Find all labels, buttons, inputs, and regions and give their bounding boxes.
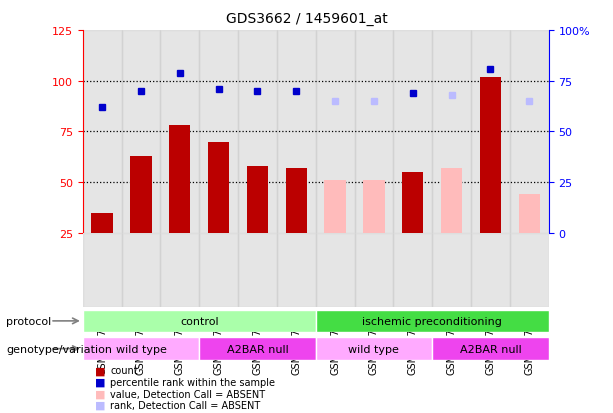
Bar [394, 31, 432, 233]
Bar [432, 233, 471, 308]
Text: wild type: wild type [349, 344, 399, 354]
Text: ■: ■ [95, 377, 105, 387]
Text: ischemic preconditioning: ischemic preconditioning [362, 316, 502, 326]
Bar [354, 31, 394, 233]
Bar [277, 233, 316, 308]
Bar [83, 337, 199, 360]
Bar [480, 78, 501, 233]
Bar [432, 31, 471, 233]
Bar [208, 142, 229, 233]
Bar [394, 233, 432, 308]
Bar [247, 166, 268, 233]
Bar [364, 181, 384, 233]
Bar [432, 337, 549, 360]
Bar [199, 233, 238, 308]
Bar [83, 233, 121, 308]
Bar [161, 233, 199, 308]
Bar [441, 169, 462, 233]
Bar [83, 31, 121, 233]
Text: wild type: wild type [116, 344, 166, 354]
Bar [169, 126, 191, 233]
Text: A2BAR null: A2BAR null [227, 344, 288, 354]
Bar [131, 157, 151, 233]
Bar [121, 233, 161, 308]
Text: ■: ■ [95, 389, 105, 399]
Bar [324, 181, 346, 233]
Text: rank, Detection Call = ABSENT: rank, Detection Call = ABSENT [110, 400, 261, 410]
Bar [316, 31, 354, 233]
Bar [238, 233, 277, 308]
Bar [510, 31, 549, 233]
Bar [510, 233, 549, 308]
Bar [83, 310, 316, 332]
Bar [316, 233, 354, 308]
Bar [199, 337, 316, 360]
Bar [286, 169, 307, 233]
Bar [277, 31, 316, 233]
Text: percentile rank within the sample: percentile rank within the sample [110, 377, 275, 387]
Text: protocol: protocol [6, 316, 51, 326]
Bar [316, 310, 549, 332]
Text: value, Detection Call = ABSENT: value, Detection Call = ABSENT [110, 389, 265, 399]
Bar [402, 173, 424, 233]
Bar [161, 31, 199, 233]
Bar [199, 31, 238, 233]
Bar [121, 31, 161, 233]
Bar [238, 31, 277, 233]
Text: GDS3662 / 1459601_at: GDS3662 / 1459601_at [226, 12, 387, 26]
Text: A2BAR null: A2BAR null [460, 344, 521, 354]
Text: ■: ■ [95, 400, 105, 410]
Text: genotype/variation: genotype/variation [6, 344, 112, 354]
Bar [471, 233, 510, 308]
Bar [519, 195, 540, 233]
Text: count: count [110, 366, 138, 375]
Text: ■: ■ [95, 366, 105, 375]
Bar [354, 233, 394, 308]
Bar [91, 213, 113, 233]
Bar [471, 31, 510, 233]
Text: control: control [180, 316, 219, 326]
Bar [316, 337, 432, 360]
